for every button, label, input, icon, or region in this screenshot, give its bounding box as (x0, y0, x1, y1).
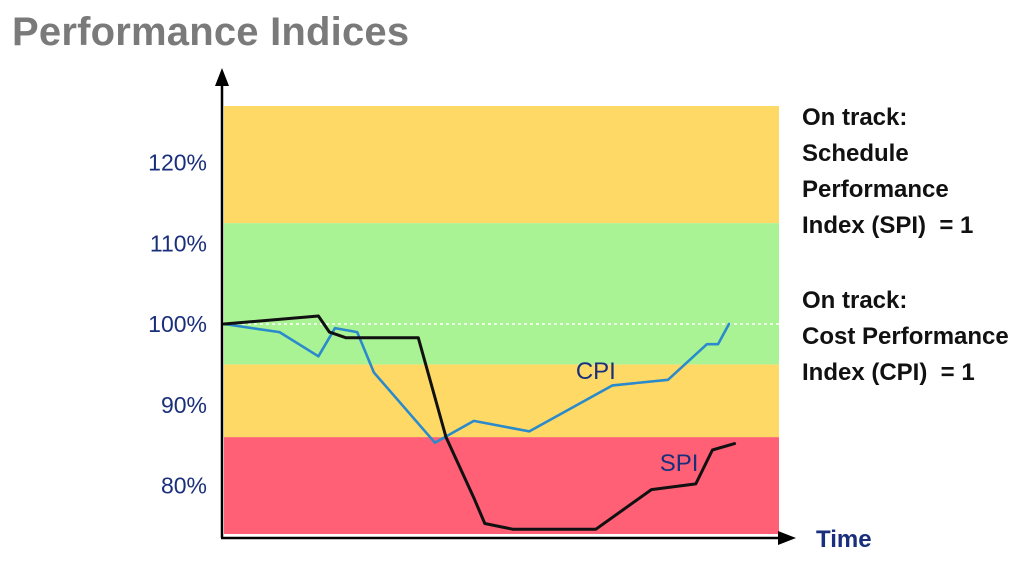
cpi-on-track-note: On track: Cost Performance Index (CPI) =… (802, 287, 1009, 386)
axes (215, 68, 796, 545)
y-tick-label: 110% (150, 230, 207, 256)
y-tick-label: 90% (161, 392, 207, 418)
series-line-spi (222, 314, 737, 531)
spi-on-track-note: On track: Schedule Performance Index (SP… (802, 104, 974, 239)
page-title: Performance Indices (12, 10, 410, 54)
x-axis-label: Time (816, 526, 872, 553)
y-tick-labels: 80% 90% 100% 110% 120% (148, 150, 207, 499)
band-2 (224, 223, 779, 365)
series-group (222, 314, 737, 531)
y-tick-label: 100% (148, 311, 207, 337)
band-3 (224, 106, 779, 224)
series-line-cpi (222, 322, 731, 444)
x-axis-arrow (778, 531, 796, 545)
y-tick-label: 120% (148, 150, 207, 176)
y-tick-label: 80% (161, 473, 207, 499)
series-labels: CPI SPI (576, 358, 699, 477)
y-axis-arrow (215, 68, 229, 86)
series-label-spi: SPI (660, 450, 699, 477)
series-label-cpi: CPI (576, 358, 616, 385)
